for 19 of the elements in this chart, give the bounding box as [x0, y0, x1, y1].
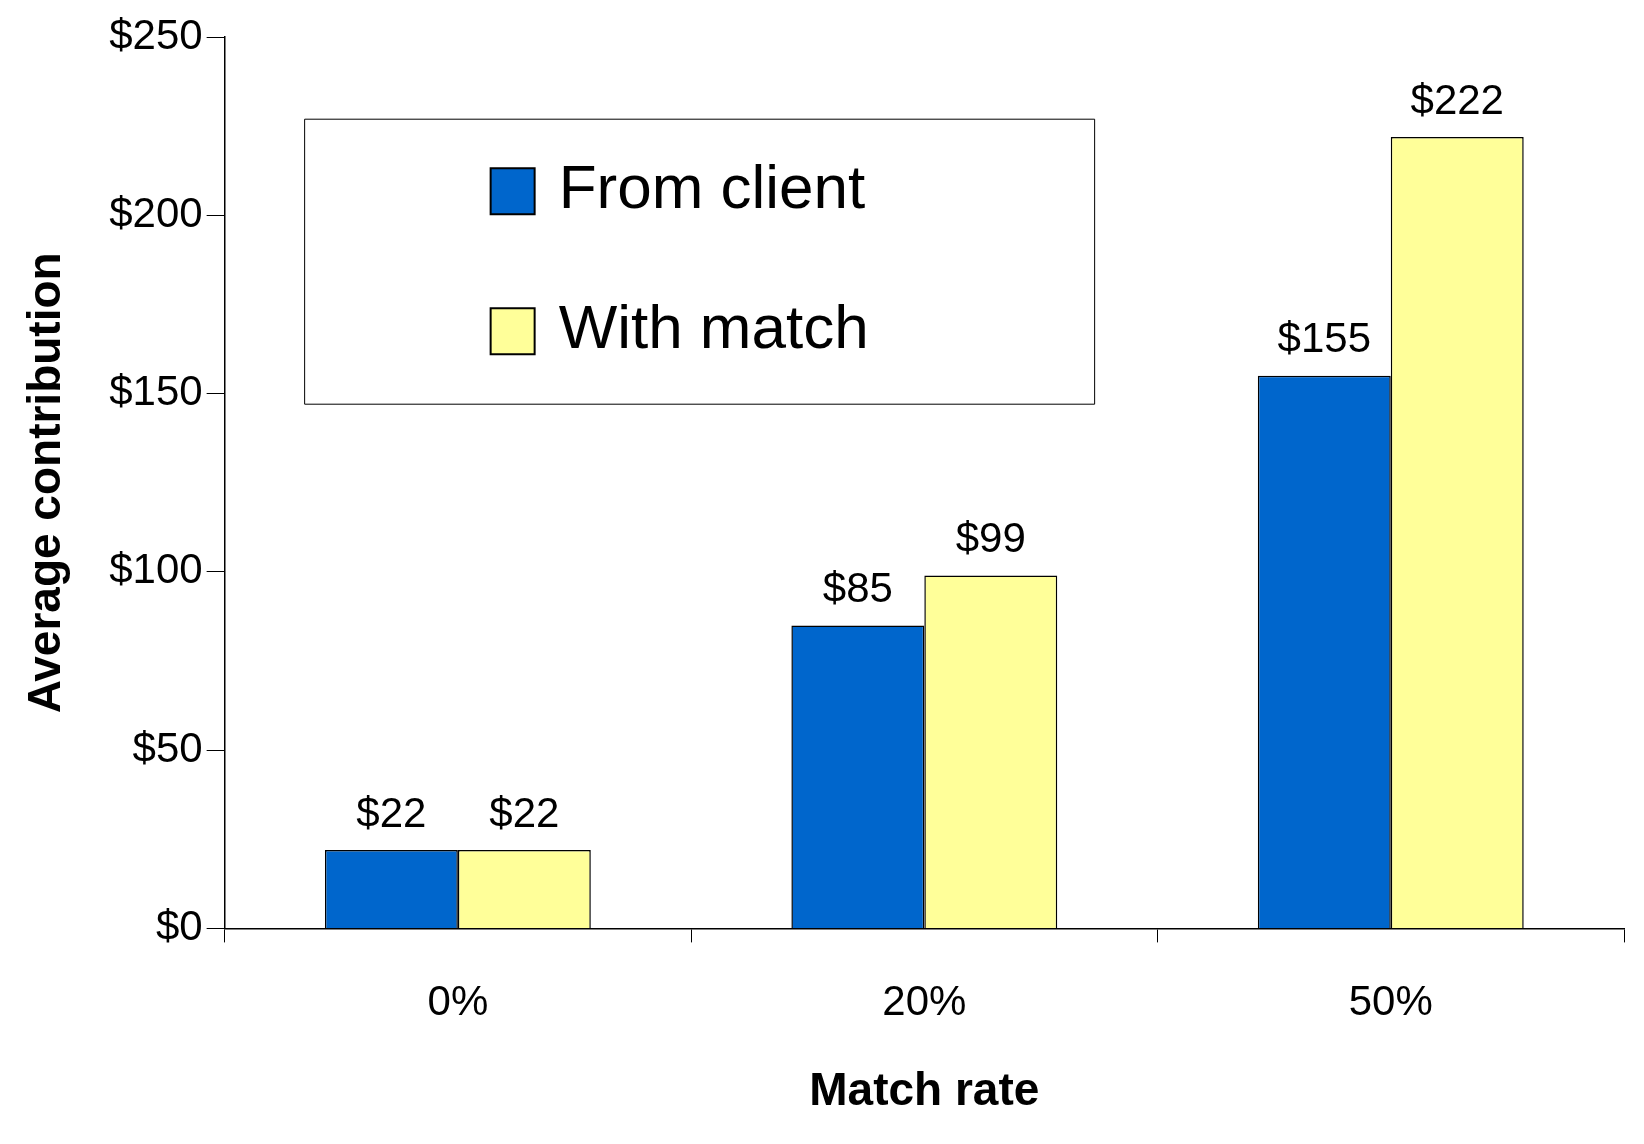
data-label: $155 — [1277, 314, 1372, 362]
data-label: $22 — [356, 788, 427, 836]
data-label: $22 — [489, 788, 560, 836]
x-tick-label: 20% — [882, 977, 967, 1025]
y-tick-label: $150 — [109, 367, 203, 415]
data-label: $99 — [955, 514, 1026, 562]
y-tick-label: $200 — [109, 189, 203, 237]
y-tick-label: $250 — [109, 10, 203, 58]
y-tick-label: $50 — [132, 723, 203, 771]
data-label: $85 — [822, 563, 893, 611]
data-label: $222 — [1410, 75, 1504, 123]
legend-label: With match — [558, 292, 869, 362]
x-tick-label: 0% — [427, 977, 489, 1025]
y-axis-title: Average contribution — [18, 252, 71, 714]
x-tick-label: 50% — [1348, 977, 1433, 1025]
legend-label: From client — [558, 152, 866, 222]
y-tick-label: $100 — [109, 545, 203, 593]
y-tick-label: $0 — [155, 901, 203, 949]
x-axis-title: Match rate — [809, 1063, 1040, 1116]
